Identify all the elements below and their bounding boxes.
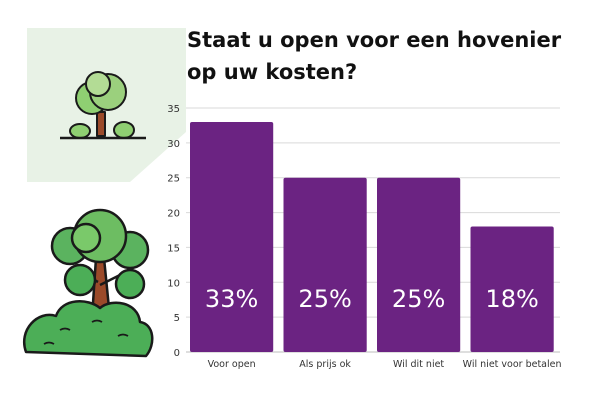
x-tick-label: Wil niet voor betalen bbox=[463, 359, 562, 370]
x-tick-label: Voor open bbox=[208, 359, 256, 370]
bar bbox=[377, 177, 461, 352]
y-tick-label: 15 bbox=[167, 243, 180, 254]
bar bbox=[190, 121, 274, 352]
y-tick-label: 0 bbox=[174, 348, 180, 359]
y-tick-label: 20 bbox=[167, 209, 180, 220]
x-tick-label: Wil dit niet bbox=[393, 359, 444, 370]
y-tick-label: 35 bbox=[167, 104, 180, 115]
y-tick-label: 10 bbox=[167, 278, 180, 289]
data-label: 33% bbox=[205, 285, 258, 313]
y-tick-label: 30 bbox=[167, 139, 180, 150]
small-tree-icon bbox=[60, 71, 146, 140]
tree-with-bush-illustration bbox=[23, 208, 154, 358]
x-tick-label: Als prijs ok bbox=[299, 359, 351, 370]
bar bbox=[470, 226, 554, 352]
data-label: 25% bbox=[298, 285, 351, 313]
y-tick-label: 5 bbox=[174, 313, 180, 324]
chart-title: Staat u open voor een hovenier op uw kos… bbox=[187, 28, 562, 84]
bar bbox=[283, 177, 367, 352]
y-tick-label: 25 bbox=[167, 174, 180, 185]
data-label: 18% bbox=[485, 285, 538, 313]
data-label: 25% bbox=[392, 285, 445, 313]
